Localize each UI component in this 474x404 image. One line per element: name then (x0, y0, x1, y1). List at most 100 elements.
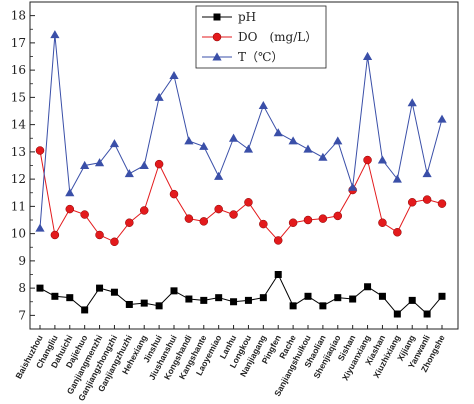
data-point (422, 195, 432, 204)
data-point (185, 295, 193, 303)
data-point (139, 206, 149, 215)
data-point (215, 294, 223, 302)
data-point (124, 169, 134, 178)
legend-item: DO (mg/L） (202, 30, 317, 44)
data-point (288, 136, 298, 145)
data-point (154, 92, 164, 101)
data-point (393, 310, 401, 318)
data-point (94, 158, 105, 167)
legend-marker (212, 32, 222, 42)
data-point (258, 100, 268, 109)
data-point (318, 214, 328, 223)
data-point (36, 284, 44, 292)
data-point (378, 292, 386, 300)
y-tick-label: 9 (18, 254, 26, 268)
series-circle (35, 146, 447, 247)
data-point (81, 306, 89, 314)
data-point (169, 189, 179, 199)
y-tick-label: 17 (11, 36, 26, 50)
data-point (125, 218, 134, 227)
data-point (437, 114, 447, 123)
legend-label: T（℃） (238, 50, 283, 64)
data-point (96, 284, 104, 292)
data-point (184, 214, 194, 223)
series-line (39, 34, 443, 229)
series-square (36, 271, 446, 318)
data-point (393, 228, 402, 237)
data-point (109, 139, 120, 148)
data-point (408, 296, 416, 304)
y-tick-label: 12 (11, 172, 26, 186)
data-point (199, 217, 209, 226)
y-tick-label: 8 (18, 281, 26, 295)
data-point (303, 215, 313, 225)
data-point (199, 141, 209, 150)
data-point (50, 30, 60, 39)
data-point (140, 299, 148, 307)
legend-label: pH (238, 10, 256, 24)
data-point (259, 294, 267, 302)
series-line (39, 150, 443, 243)
data-point (348, 182, 358, 191)
data-point (288, 218, 298, 227)
y-tick-label: 7 (18, 308, 26, 322)
y-tick-label: 11 (11, 199, 26, 213)
x-axis: BaishuzhouChangliuDahuichiDajiehuoGanjia… (13, 325, 447, 403)
data-point (170, 287, 178, 295)
data-point (80, 160, 90, 169)
data-point (244, 296, 252, 304)
y-tick-label: 16 (11, 63, 26, 77)
data-point (35, 146, 45, 155)
y-tick-label: 10 (11, 227, 26, 241)
data-point (228, 133, 239, 142)
series-triangle (35, 30, 447, 232)
data-point (169, 70, 179, 80)
data-point (229, 210, 238, 219)
data-point (154, 159, 164, 169)
data-point (35, 223, 45, 232)
data-point (333, 211, 343, 221)
data-point (422, 169, 432, 178)
legend-item: pH (202, 10, 256, 24)
data-point (319, 302, 327, 310)
data-point (155, 302, 163, 310)
data-point (334, 294, 342, 302)
data-point (392, 174, 402, 183)
data-point (304, 292, 312, 300)
data-point (303, 144, 313, 153)
data-point (230, 298, 238, 306)
data-point (349, 295, 357, 303)
y-tick-label: 18 (11, 9, 26, 23)
data-point (110, 237, 119, 247)
data-point (125, 300, 133, 308)
data-point (65, 204, 75, 214)
data-point (333, 136, 343, 145)
data-point (407, 98, 417, 107)
series-line (39, 273, 443, 315)
data-point (377, 155, 388, 164)
data-point (50, 230, 60, 240)
data-point (362, 51, 373, 60)
y-axis: 7 8 9 10 11 12 13 14 15 16 17 18 (11, 9, 35, 330)
legend-marker (213, 13, 221, 21)
data-point (80, 210, 89, 219)
data-point (273, 236, 283, 245)
data-point (214, 204, 223, 214)
data-point (423, 310, 431, 318)
data-point (407, 198, 417, 207)
data-point (51, 292, 59, 300)
data-point (214, 171, 224, 180)
data-point (110, 288, 118, 296)
data-point (363, 155, 372, 165)
data-point (274, 271, 282, 278)
legend-marker (212, 52, 222, 61)
data-point (200, 296, 208, 304)
data-point (364, 283, 372, 291)
data-point (273, 128, 283, 137)
legend: pH DO (mg/L） T（℃） (195, 5, 327, 69)
data-point (139, 160, 149, 169)
y-tick-label: 15 (11, 90, 26, 104)
data-point (289, 302, 297, 310)
y-tick-label: 14 (11, 118, 27, 132)
